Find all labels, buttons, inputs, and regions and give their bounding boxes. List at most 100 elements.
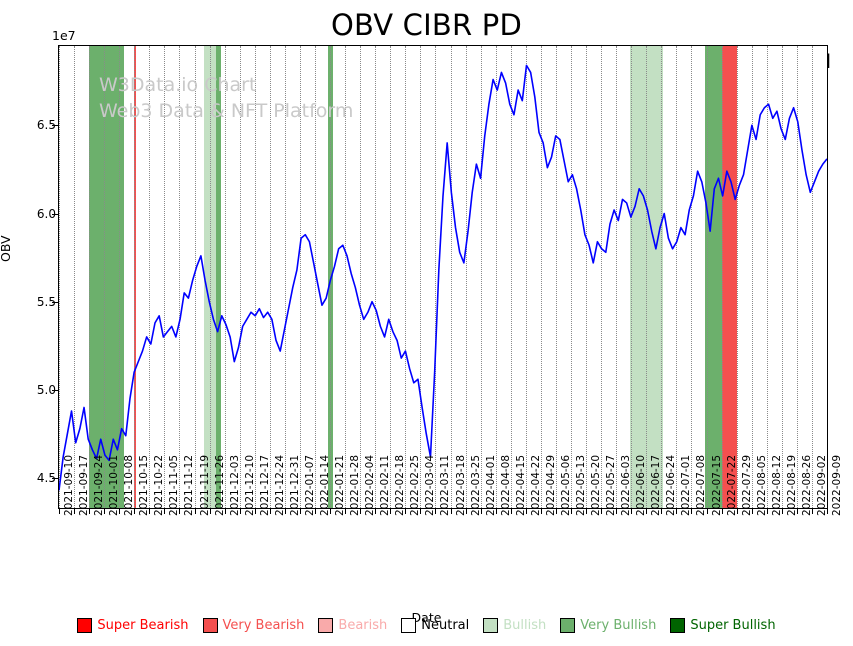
grid-line <box>811 46 814 508</box>
grid-line <box>480 46 483 508</box>
legend-swatch-icon <box>670 618 686 633</box>
x-axis-tick-label: 2022-01-07 <box>303 454 316 516</box>
legend-item[interactable]: Bullish <box>483 618 546 633</box>
x-axis-tick-label: 2022-07-08 <box>695 454 708 516</box>
x-axis-tick-label: 2021-11-05 <box>168 454 181 516</box>
legend-swatch-icon <box>483 618 499 633</box>
legend-label: Neutral <box>421 618 470 633</box>
grid-line <box>254 46 257 508</box>
x-axis-tick-label: 2022-04-01 <box>484 454 497 516</box>
legend-item[interactable]: Bearish <box>318 618 387 633</box>
x-axis-tick-label: 2021-12-03 <box>228 454 241 516</box>
x-axis-tick-mark <box>299 509 301 514</box>
x-axis-tick-mark <box>555 509 557 514</box>
grid-line <box>661 46 663 508</box>
x-axis-tick-label: 2022-06-10 <box>635 454 648 516</box>
legend-item[interactable]: Super Bullish <box>670 618 776 633</box>
x-axis-tick-label: 2022-09-09 <box>831 454 843 516</box>
grid-line <box>631 46 633 508</box>
grid-line <box>375 46 377 508</box>
legend-item[interactable]: Super Bearish <box>77 618 189 633</box>
grid-line <box>510 46 513 508</box>
grid-line <box>435 46 437 508</box>
y-axis-tick-label: 4.5 <box>36 471 56 486</box>
x-axis-tick-mark <box>254 509 256 514</box>
x-axis-tick-mark <box>284 509 286 514</box>
x-axis-tick-label: 2022-04-08 <box>499 454 512 516</box>
legend-item[interactable]: Very Bullish <box>560 618 656 633</box>
x-axis-tick-mark <box>89 509 91 514</box>
x-axis-tick-mark <box>269 509 271 514</box>
grid-line <box>495 46 498 508</box>
grid-line <box>284 46 287 508</box>
grid-line <box>766 46 769 508</box>
x-axis-tick-mark <box>164 509 166 514</box>
grid-line <box>586 46 588 508</box>
x-axis-tick-label: 2022-07-15 <box>710 454 723 516</box>
y-axis-tick-mark <box>52 389 58 391</box>
x-axis-tick-mark <box>465 509 467 514</box>
x-axis-tick-label: 2021-10-08 <box>123 454 136 516</box>
legend-swatch-icon <box>77 618 93 633</box>
x-axis-tick-mark <box>134 509 136 514</box>
y-axis-tick-label: 6.5 <box>36 118 56 133</box>
y-axis-tick-mark <box>52 213 58 215</box>
grid-line <box>450 46 453 508</box>
x-axis-tick-mark <box>104 509 106 514</box>
x-axis-tick-mark <box>827 509 828 514</box>
x-axis-tick-label: 2022-08-19 <box>785 454 798 516</box>
x-axis-tick-label: 2022-03-18 <box>454 454 467 516</box>
x-axis-tick-label: 2022-06-03 <box>620 454 633 516</box>
page-title: OBV CIBR PD <box>331 8 522 42</box>
grid-line <box>525 46 528 508</box>
x-axis-tick-mark <box>691 509 693 514</box>
x-axis-tick-mark <box>781 509 783 514</box>
grid-line <box>540 46 543 508</box>
x-axis-tick-label: 2022-07-01 <box>680 454 693 516</box>
x-axis-tick-label: 2022-09-02 <box>815 454 828 516</box>
legend-label: Bullish <box>503 618 547 633</box>
x-axis-tick-label: 2022-08-12 <box>770 454 783 516</box>
signal-band-very-bullish <box>216 46 221 508</box>
x-axis-tick-mark <box>586 509 588 514</box>
grid-line <box>721 46 724 508</box>
x-axis-tick-mark <box>239 509 241 514</box>
x-axis-tick-mark <box>315 509 316 514</box>
grid-line <box>691 46 693 508</box>
grid-line <box>751 46 754 508</box>
y-axis-tick-label: 5.5 <box>36 294 56 309</box>
x-axis-tick-label: 2022-01-21 <box>334 454 347 516</box>
grid-line <box>89 46 91 508</box>
x-axis-tick-label: 2022-08-26 <box>800 454 813 516</box>
x-axis-tick-label: 2022-08-05 <box>755 454 768 516</box>
x-axis-tick-mark <box>360 509 362 514</box>
legend-label: Super Bearish <box>97 618 189 633</box>
x-axis-tick-mark <box>224 509 226 514</box>
grid-line <box>601 46 603 508</box>
x-axis-label: Date <box>411 610 442 625</box>
legend-item[interactable]: Very Bearish <box>202 618 305 633</box>
x-axis-tick-label: 2021-10-22 <box>153 454 166 516</box>
grid-line <box>781 46 784 508</box>
grid-line <box>706 46 709 508</box>
x-axis-tick-mark <box>796 509 798 514</box>
x-axis-tick-mark <box>766 509 768 514</box>
x-axis-tick-label: 2022-01-28 <box>349 454 362 516</box>
x-axis-tick-label: 2022-05-20 <box>590 454 603 516</box>
legend-item[interactable]: Neutral <box>401 618 469 633</box>
x-axis-tick-mark <box>435 509 437 514</box>
grid-line <box>299 46 302 508</box>
x-axis-tick-label: 2021-11-19 <box>198 454 211 516</box>
x-axis-tick-mark <box>480 509 482 514</box>
x-axis-tick-mark <box>59 509 60 514</box>
grid-line <box>676 46 678 508</box>
x-axis-tick-label: 2022-06-17 <box>650 454 663 516</box>
x-axis-tick-label: 2022-04-15 <box>514 454 527 516</box>
legend-label: Super Bullish <box>690 618 776 633</box>
legend-label: Very Bearish <box>222 618 305 633</box>
x-axis-tick-mark <box>571 509 572 514</box>
x-axis-tick-label: 2022-05-13 <box>575 454 587 516</box>
grid-line <box>179 46 181 508</box>
x-axis-tick-label: 2021-11-12 <box>183 454 196 516</box>
x-axis-tick-label: 2021-09-17 <box>78 454 91 516</box>
